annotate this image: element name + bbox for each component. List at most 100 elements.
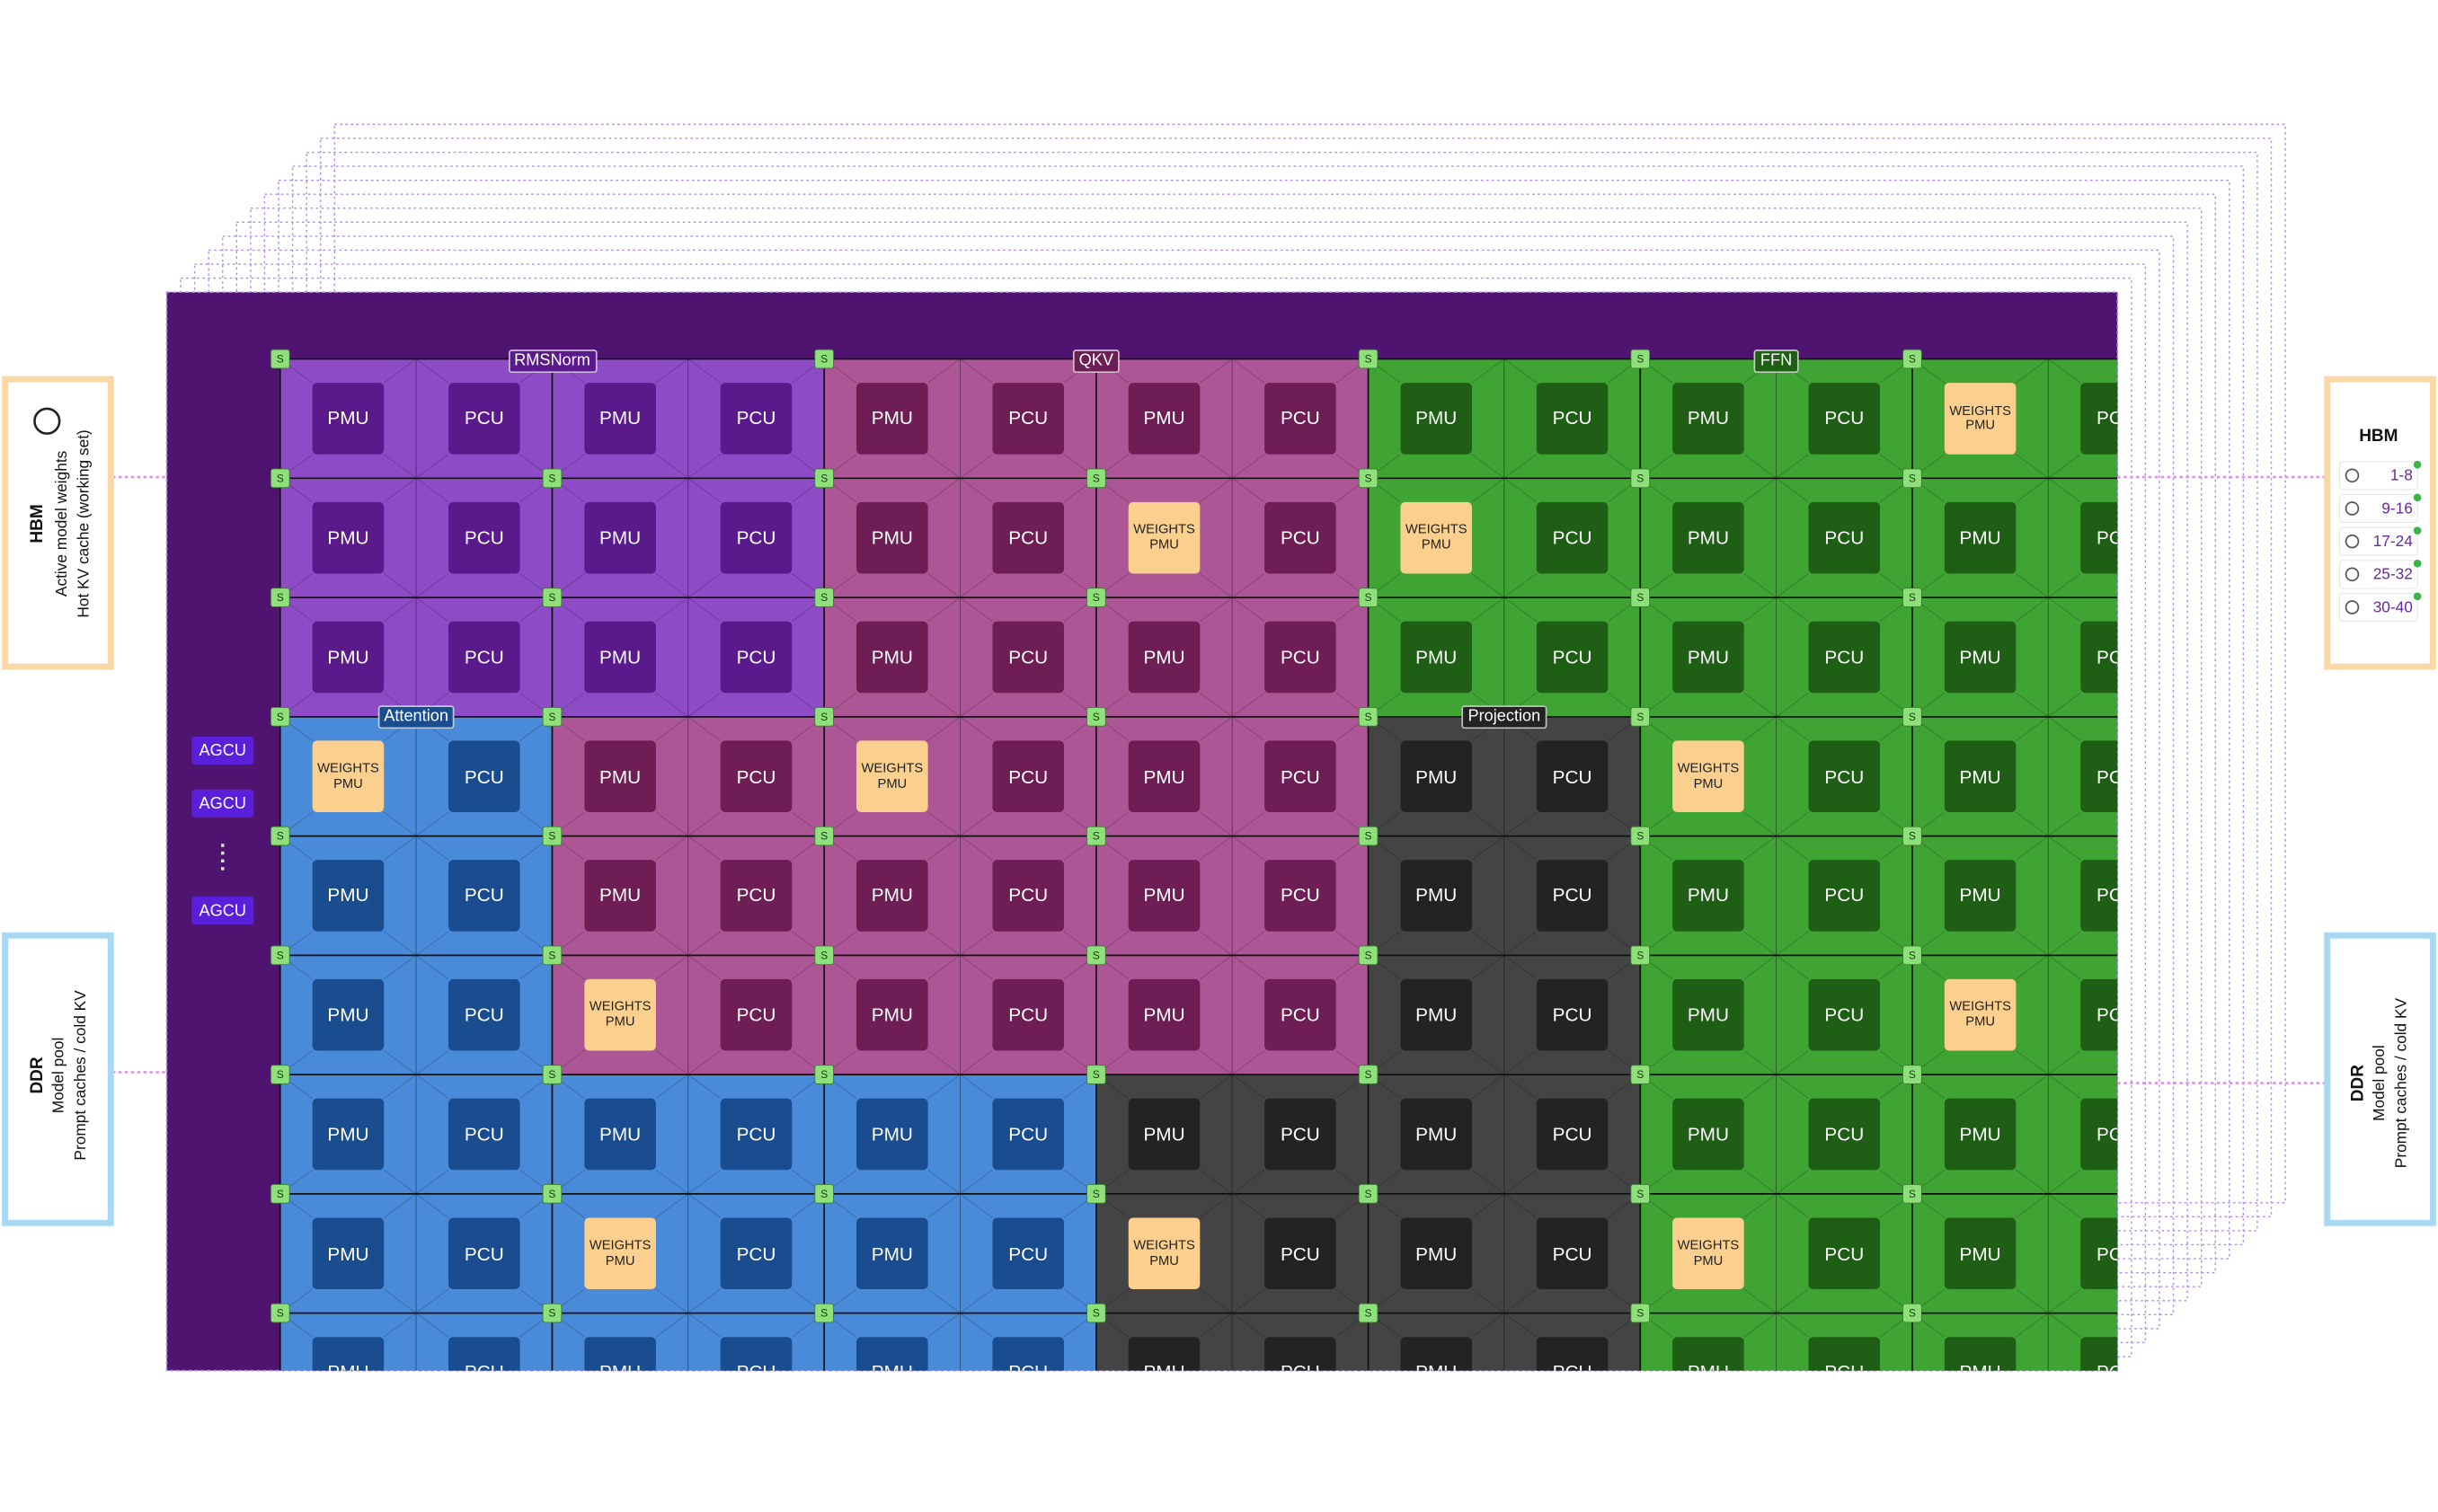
tile-diagonal (415, 931, 449, 956)
tile (279, 1313, 417, 1371)
tile-diagonal (2047, 954, 2081, 980)
tile-diagonal (1200, 716, 1233, 741)
tile-diagonal (927, 1193, 961, 1218)
section-label: RMSNorm (508, 349, 597, 373)
tile-diagonal (1776, 1313, 1809, 1338)
tile-diagonal (1743, 1313, 1777, 1338)
unit (1128, 978, 1201, 1051)
switch (270, 945, 290, 966)
weights-unit (1128, 1217, 1201, 1290)
tile-diagonal (2047, 1169, 2081, 1195)
unit-label-box: PCU (2097, 765, 2117, 787)
tile-diagonal (960, 811, 993, 836)
unit (1808, 978, 1881, 1051)
unit-label: PCU (2097, 1004, 2136, 1026)
unit-label-box: PCU (1008, 527, 1048, 549)
tile-diagonal (383, 358, 417, 384)
tile-diagonal (960, 358, 993, 384)
switch-label: S (1093, 830, 1100, 843)
unit-label-box: PCU (2097, 1123, 2117, 1145)
tile-diagonal (960, 477, 993, 503)
weights-unit (312, 740, 385, 812)
unit (584, 740, 656, 812)
tile-diagonal (1231, 358, 1265, 384)
switch-label: S (277, 472, 284, 484)
tile-diagonal (2152, 573, 2185, 597)
switch (1630, 349, 1651, 369)
unit (1944, 1098, 2017, 1171)
unit (1536, 740, 1609, 812)
switch (542, 707, 563, 727)
section-label: Attention (377, 704, 455, 729)
unit-label-box: PMU (599, 885, 641, 906)
tile-diagonal (2047, 1193, 2081, 1218)
unit (1400, 740, 1473, 812)
switch (270, 349, 290, 369)
unit-label: PMU (1687, 646, 1729, 668)
unit-label: PMU (1959, 1123, 2001, 1145)
tile-diagonal (927, 1288, 961, 1314)
unit (584, 501, 656, 574)
unit-label-box: PMU (1688, 1004, 1729, 1026)
tile-diagonal (960, 954, 993, 980)
unit-label-box: PMU (1688, 527, 1729, 549)
tile-diagonal (928, 1409, 961, 1433)
unit-label: PMU (1959, 1361, 2001, 1384)
tile-diagonal (1231, 1288, 1265, 1314)
unit-label: PMU (327, 1361, 369, 1384)
switch (1630, 707, 1651, 727)
unit-label: PMU (1143, 1123, 1185, 1145)
unit-label: PMU (871, 1123, 913, 1145)
switch (270, 826, 290, 846)
unit (1400, 1217, 1473, 1290)
tile-diagonal (2048, 1409, 2080, 1433)
unit (1536, 621, 1609, 694)
unit (1264, 860, 1336, 932)
unit (2080, 501, 2118, 574)
unit (992, 978, 1064, 1051)
switch (814, 349, 834, 369)
unit (720, 740, 793, 812)
switch-label: S (1909, 711, 1916, 723)
unit (992, 621, 1064, 694)
tile-diagonal (655, 931, 689, 956)
unit-label-box: PCU (2097, 1362, 2117, 1371)
tile-diagonal (1743, 1288, 1777, 1314)
tile-diagonal (927, 692, 961, 718)
weights-unit (1672, 1217, 1744, 1290)
unit (1128, 1337, 1201, 1371)
switch-label: S (1909, 949, 1916, 961)
unit-label: PCU (2097, 526, 2136, 549)
tile (1776, 1313, 1913, 1371)
tile-diagonal (687, 811, 722, 836)
list-item-label: 17-24 (2373, 532, 2414, 550)
switch-label: S (277, 949, 284, 961)
unit-label: PCU (1552, 1123, 1592, 1145)
unit (1808, 621, 1881, 694)
tile-diagonal (687, 1193, 722, 1218)
switch-label: S (1636, 711, 1644, 723)
tile-diagonal (1231, 1050, 1265, 1075)
tile-diagonal (1608, 1409, 1640, 1433)
unit-label-box: PCU (465, 1123, 504, 1145)
tile-diagonal (1200, 1074, 1233, 1100)
tile-diagonal (520, 1409, 553, 1433)
unit-label-box: PCU (1008, 1362, 1048, 1371)
tile-diagonal (1200, 454, 1233, 479)
unit-label: PCU (1008, 884, 1049, 907)
tile-diagonal (655, 692, 689, 718)
unit-label: PCU (1552, 526, 1592, 549)
switch-label: S (277, 591, 284, 604)
tile-diagonal (1503, 1193, 1538, 1218)
tile-diagonal (2152, 1194, 2185, 1218)
unit-label: PMU (871, 884, 913, 907)
switch (1902, 468, 1922, 489)
unit (1536, 1098, 1609, 1171)
model-icon (2345, 534, 2360, 549)
unit-label-box: PCU (2097, 1004, 2136, 1026)
unit (584, 1098, 656, 1171)
tile-diagonal (655, 1050, 689, 1075)
tile-diagonal (2047, 597, 2081, 623)
unit-label: PCU (1008, 1242, 1049, 1265)
tile-diagonal (1471, 836, 1505, 861)
